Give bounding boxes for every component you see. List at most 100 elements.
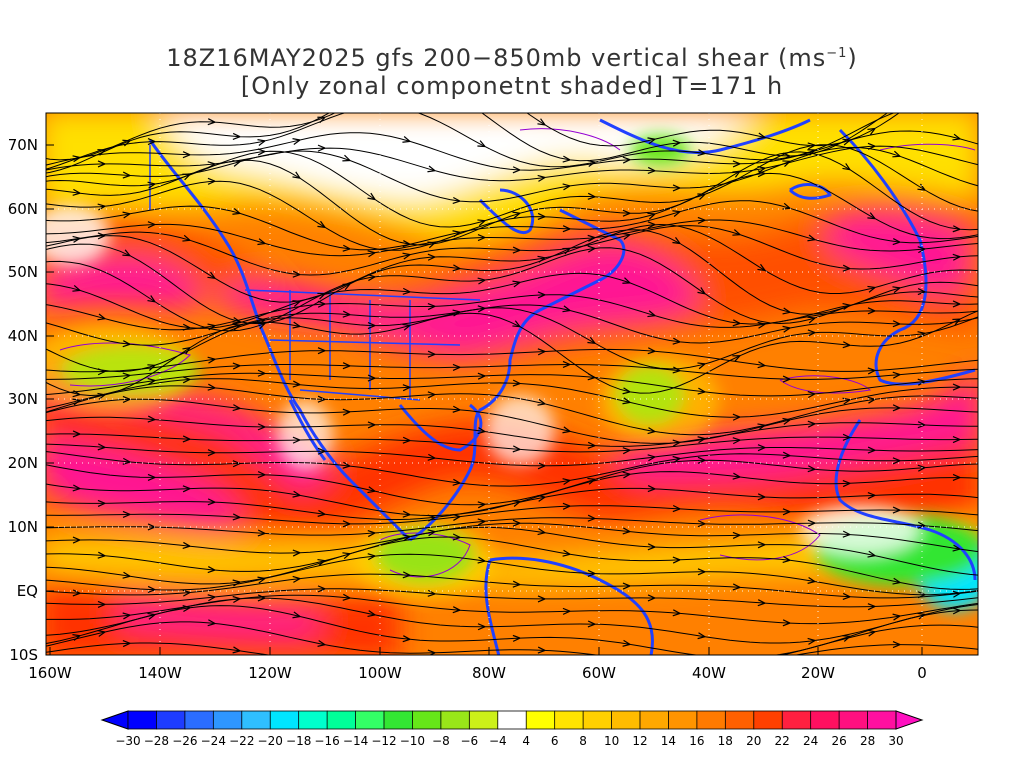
streamline-arrow <box>587 192 596 200</box>
streamline-arrow <box>537 528 546 536</box>
streamline-arrow <box>782 417 791 425</box>
streamline-arrow <box>72 155 81 163</box>
streamline-arrow <box>672 337 681 345</box>
streamline-arrow <box>452 230 461 238</box>
streamline-arrow <box>622 582 631 590</box>
streamline-arrow <box>72 484 81 492</box>
streamline-arrow <box>207 271 216 279</box>
streamline-arrow <box>732 170 741 178</box>
streamline <box>46 505 978 525</box>
streamline-arrow <box>587 336 596 344</box>
streamline <box>46 219 978 257</box>
streamline-arrow <box>672 609 681 617</box>
colorbar-swatch <box>554 710 584 730</box>
streamline <box>46 151 978 246</box>
streamline-arrow <box>867 492 876 500</box>
streamline-arrow <box>512 580 521 588</box>
streamline-arrow <box>477 234 486 242</box>
streamline-arrow <box>672 184 681 192</box>
lat-label: 20N <box>8 454 38 472</box>
streamline-arrow <box>147 221 156 229</box>
colorbar-label: 26 <box>831 734 846 748</box>
streamline-arrow <box>512 280 521 288</box>
streamline-arrow <box>587 373 596 381</box>
streamline-arrow <box>97 368 106 376</box>
streamline-arrow <box>257 148 266 156</box>
streamline-arrow <box>512 211 521 219</box>
streamline-arrow <box>367 529 376 538</box>
colorbar-label: −30 <box>115 734 140 748</box>
streamline-arrow <box>952 436 961 444</box>
streamline <box>46 443 978 467</box>
streamline-arrow <box>562 183 571 191</box>
colorbar-label: −10 <box>400 734 425 748</box>
streamline-arrow <box>537 118 546 126</box>
streamline-arrow <box>697 568 706 576</box>
streamline-arrow <box>807 234 816 242</box>
colorbar-label: −12 <box>371 734 396 748</box>
colorbar-label: −8 <box>432 734 450 748</box>
streamline-arrow <box>537 494 546 502</box>
streamline-arrow <box>512 634 521 642</box>
streamline-arrow <box>368 104 375 110</box>
streamline-arrow <box>147 138 156 146</box>
streamline-arrow <box>257 238 266 246</box>
streamline-arrow <box>232 132 241 140</box>
streamline-arrow <box>562 360 571 369</box>
streamline-arrow <box>732 583 741 591</box>
streamline-arrow <box>182 151 191 159</box>
streamline-arrow <box>232 646 241 654</box>
streamline-arrow <box>537 174 546 182</box>
streamline-arrow <box>562 549 571 557</box>
streamline <box>46 229 978 325</box>
streamline-arrow <box>122 340 131 348</box>
streamline-arrow <box>452 533 461 541</box>
colorbar-swatch <box>412 710 442 730</box>
colorbar-left-arrow <box>100 710 129 730</box>
streamline-arrow <box>342 408 351 416</box>
streamline-arrow <box>892 286 901 294</box>
streamline-arrow <box>732 472 741 480</box>
streamline-arrow <box>72 430 81 438</box>
streamline-arrow <box>207 619 216 627</box>
streamline-arrow <box>182 376 191 384</box>
streamline-arrow <box>732 413 741 421</box>
streamline-arrow <box>72 284 81 292</box>
atlantic-jet-core <box>616 371 978 480</box>
colorbar-label: −4 <box>489 734 507 748</box>
streamline-arrow <box>562 478 571 486</box>
greenland-green <box>630 135 690 165</box>
map-field <box>46 104 978 665</box>
colorbar-swatch <box>156 710 186 730</box>
streamline-arrow <box>343 659 350 665</box>
streamline-arrow <box>842 264 851 272</box>
colorbar-swatch <box>440 710 471 730</box>
streamline-arrow <box>807 142 816 150</box>
streamline-arrow <box>782 619 791 627</box>
streamline-arrow <box>672 139 681 147</box>
streamline-arrow <box>317 220 326 228</box>
streamline-arrow <box>97 499 106 507</box>
streamline-arrow <box>512 379 521 387</box>
streamline-arrow <box>917 521 926 529</box>
streamline-arrow <box>367 421 376 429</box>
streamline-arrow <box>732 229 741 236</box>
lon-label: 40W <box>692 664 726 682</box>
streamline-arrow <box>367 374 376 382</box>
streamline-arrow <box>477 277 486 285</box>
streamline-arrow <box>512 445 521 453</box>
streamline-arrow <box>697 387 706 395</box>
streamline-arrow <box>402 436 411 444</box>
streamline-arrow <box>952 300 961 308</box>
streamline-arrow <box>782 375 791 383</box>
lon-label: 20W <box>801 664 835 682</box>
lon-label: 80W <box>472 664 506 682</box>
streamline-arrow <box>757 170 766 178</box>
west-green-north <box>46 205 110 265</box>
streamline-arrow <box>317 395 326 403</box>
streamline-arrow <box>232 404 241 412</box>
streamline-arrow <box>342 593 351 601</box>
streamline-arrow <box>207 177 216 185</box>
iceland-coast <box>788 183 832 200</box>
streamline-arrow <box>842 433 851 441</box>
